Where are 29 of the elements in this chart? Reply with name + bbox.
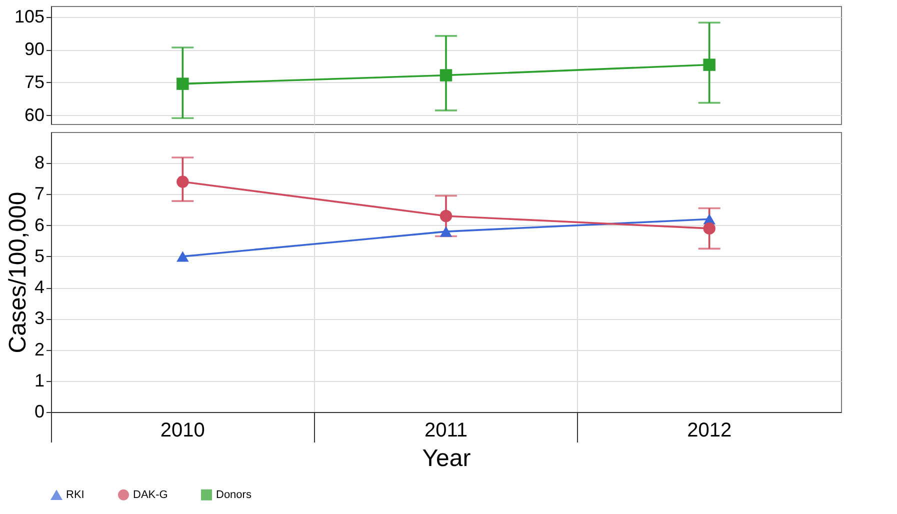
- point: [703, 222, 716, 235]
- point: [176, 176, 189, 188]
- y-tick-label: 75: [24, 72, 44, 92]
- y-tick-label: 105: [14, 6, 44, 26]
- y-axis-title: Cases/100,000: [4, 192, 32, 354]
- y-tick-label: 90: [24, 39, 44, 60]
- point: [176, 251, 189, 262]
- point: [440, 210, 452, 222]
- y-tick-label: 8: [34, 152, 44, 173]
- y-tick-label: 1: [34, 370, 44, 390]
- point: [703, 58, 716, 71]
- y-tick-label: 2: [34, 339, 44, 360]
- legend-label: RKI: [66, 489, 84, 502]
- y-tick-label: 3: [34, 308, 44, 328]
- x-tick-label: 2011: [424, 420, 468, 442]
- x-tick-label: 2010: [160, 420, 205, 442]
- legend-label: Donors: [216, 488, 252, 501]
- point: [440, 69, 452, 82]
- x-tick-label: 2012: [687, 420, 732, 442]
- y-tick-label: 0: [34, 402, 44, 422]
- legend-label: DAK-G: [133, 488, 168, 501]
- y-tick-label: 7: [34, 184, 44, 204]
- y-tick-label: 4: [34, 277, 44, 298]
- y-tick-label: 60: [24, 104, 44, 125]
- y-tick-label: 6: [34, 214, 44, 235]
- x-axis-title: Year: [422, 445, 471, 472]
- point: [176, 78, 189, 90]
- y-tick-label: 5: [34, 246, 44, 266]
- point: [440, 226, 452, 237]
